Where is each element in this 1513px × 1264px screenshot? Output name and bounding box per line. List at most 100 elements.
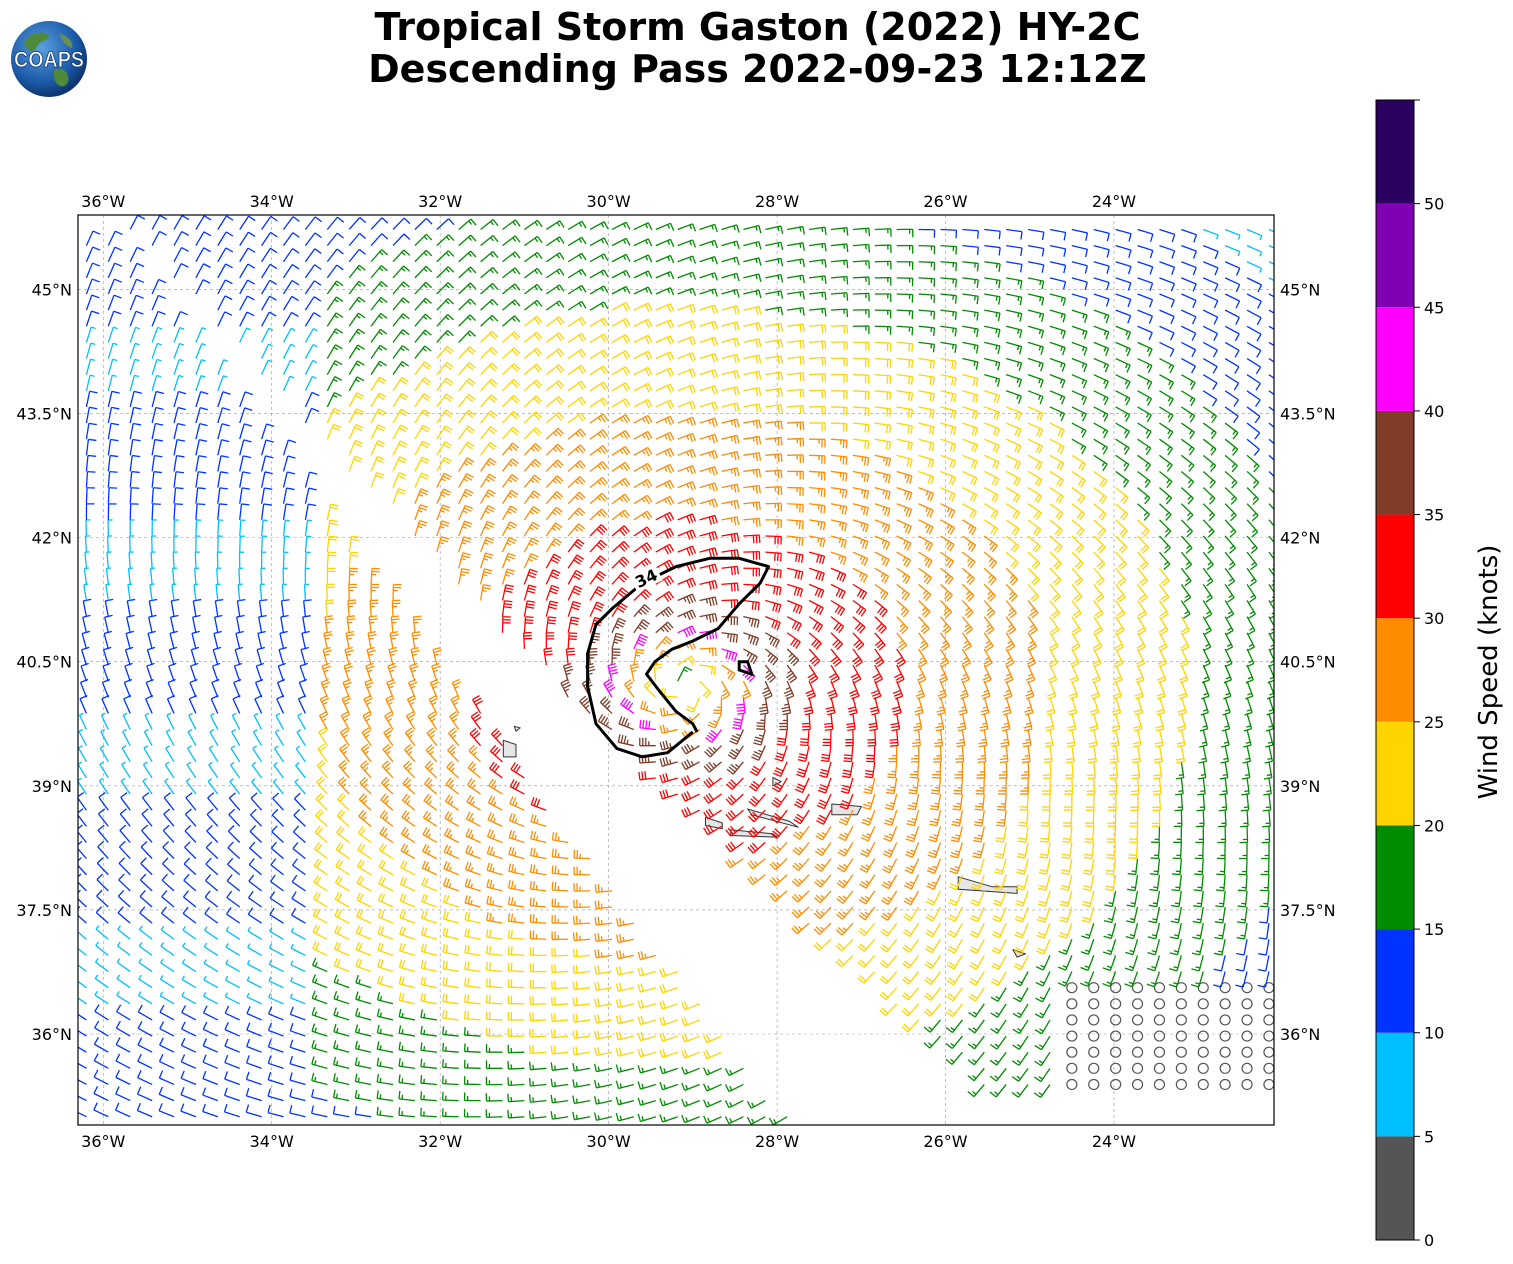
wind-barb	[990, 1035, 1007, 1050]
wind-barb	[615, 1031, 635, 1041]
wind-barb	[180, 1103, 197, 1118]
wind-barb	[529, 963, 547, 973]
wind-barb	[1257, 955, 1270, 972]
wind-barb	[355, 925, 372, 940]
wind-barb	[572, 948, 591, 958]
wind-barb	[138, 958, 153, 973]
wind-barb	[1034, 1035, 1051, 1051]
wind-barb	[1012, 1051, 1029, 1066]
wind-barb	[879, 1003, 898, 1016]
wind-barb	[247, 943, 262, 956]
wind-barb	[1131, 1014, 1144, 1026]
wind-barb	[268, 960, 284, 973]
lat-tick-label-left: 45°N	[32, 280, 72, 299]
wind-barb	[117, 925, 131, 940]
wind-barb	[355, 1007, 372, 1021]
wind-barb	[332, 1089, 350, 1102]
wind-barb	[659, 1081, 678, 1091]
coaps-logo: COAPS	[11, 21, 87, 97]
wind-barb	[551, 980, 569, 990]
lat-tick-label-right: 42°N	[1280, 529, 1320, 548]
wind-barb	[115, 1004, 131, 1021]
wind-barb	[615, 982, 635, 992]
wind-barb	[93, 1053, 109, 1069]
wind-barb	[420, 1107, 437, 1118]
wind-barb	[115, 1053, 131, 1069]
wind-barb	[180, 1054, 197, 1069]
wind-barb	[354, 1089, 372, 1102]
wind-barb	[485, 1060, 503, 1070]
wind-barb	[160, 942, 175, 956]
wind-barb	[594, 1079, 613, 1089]
wind-barb	[398, 1008, 416, 1021]
wind-barb	[637, 1081, 656, 1090]
wind-barb	[463, 1092, 481, 1102]
wind-barb	[116, 991, 131, 1005]
wind-barb	[181, 958, 197, 973]
wind-barb	[1219, 1014, 1231, 1026]
lat-tick-label-right: 36°N	[1280, 1025, 1320, 1044]
wind-barb	[78, 1030, 87, 1037]
wind-barb	[1153, 982, 1166, 994]
wind-barb	[990, 1019, 1007, 1034]
wind-barb	[354, 1057, 372, 1069]
lon-tick-label-top: 32°W	[418, 192, 462, 211]
lat-tick-label-right: 40.5°N	[1280, 653, 1336, 672]
wind-barb	[268, 993, 284, 1005]
wind-barb	[1013, 955, 1029, 971]
wind-barb	[1153, 998, 1166, 1010]
wind-barb	[1033, 1067, 1051, 1083]
wind-barb	[924, 987, 941, 1001]
wind-barb	[354, 1073, 372, 1086]
wind-barb	[203, 992, 219, 1005]
wind-barb	[246, 959, 262, 973]
wind-barb	[572, 964, 591, 974]
wind-barb	[659, 1098, 678, 1107]
wind-barb	[312, 924, 328, 940]
wind-barb	[159, 991, 175, 1005]
wind-barb	[377, 942, 394, 957]
wind-barb	[1197, 1078, 1209, 1091]
wind-barb	[637, 1097, 656, 1106]
wind-barb	[681, 1017, 700, 1027]
wind-barb	[376, 1024, 394, 1037]
wind-barb	[1066, 1030, 1078, 1042]
wind-barb	[550, 1045, 569, 1055]
wind-barb	[312, 957, 328, 973]
wind-barb	[1110, 1030, 1122, 1042]
wind-barb	[572, 1029, 591, 1040]
wind-barb	[990, 1003, 1007, 1018]
wind-barb	[1175, 982, 1187, 994]
wind-barb	[420, 1091, 437, 1102]
wind-barb	[551, 947, 569, 957]
wind-barb	[902, 955, 920, 969]
wind-barb	[354, 1024, 372, 1037]
wind-barb	[507, 995, 525, 1005]
wind-barb	[550, 1062, 569, 1071]
wind-barb	[507, 1044, 525, 1054]
wind-barb	[989, 1084, 1007, 1098]
wind-barb	[376, 975, 394, 989]
wind-barb	[137, 991, 153, 1005]
wind-barb	[78, 1004, 87, 1021]
wind-barb	[1241, 1030, 1253, 1042]
wind-barb	[181, 975, 197, 989]
wind-barb	[967, 1035, 985, 1050]
lon-tick-label-top: 24°W	[1092, 192, 1136, 211]
wind-barb	[160, 925, 175, 940]
wind-barb	[507, 929, 525, 940]
wind-barb	[94, 1020, 109, 1037]
wind-barb	[333, 990, 350, 1005]
wind-barb	[1088, 1014, 1100, 1026]
wind-barb	[159, 1021, 175, 1037]
wind-barb	[1169, 955, 1182, 972]
wind-barb	[529, 1061, 547, 1071]
wind-barb	[376, 1106, 394, 1118]
wind-barb	[659, 1114, 678, 1123]
wind-barb	[1190, 971, 1204, 988]
wind-barb	[615, 950, 635, 960]
wind-barb	[333, 1056, 350, 1069]
wind-barb	[1110, 1046, 1122, 1058]
wind-barb	[137, 1037, 153, 1053]
wind-barb	[463, 1076, 481, 1086]
